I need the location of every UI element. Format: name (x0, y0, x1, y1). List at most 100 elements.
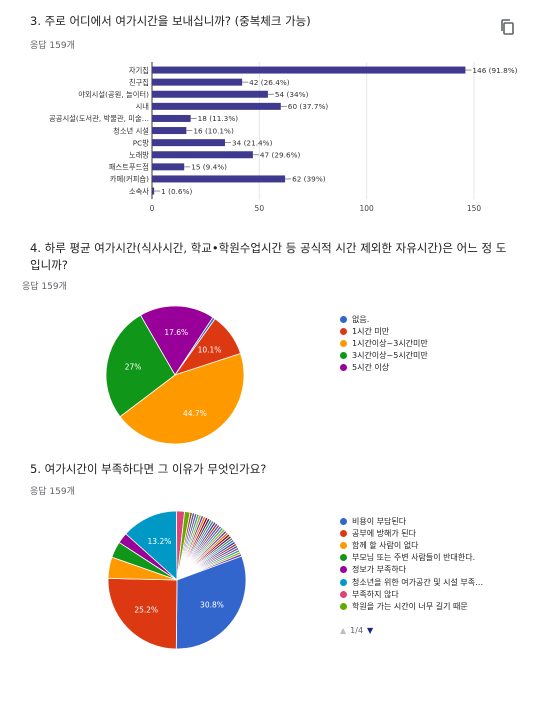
pie-slice (139, 305, 214, 376)
q4-legend: 없음. 1시간 미만 1시간이상~3시간미만 3시간이상~5시간미만 5시간 이상 (340, 313, 428, 374)
q4-pie-group (105, 305, 245, 445)
legend-item: 1시간 미만 (340, 325, 428, 337)
category-label: 소속사 (129, 187, 149, 196)
q4-title: 4. 하루 평균 여가시간(식사시간, 학교•학원수업시간 등 공식적 시간 제… (30, 241, 507, 272)
category-label: 공공시설(도서관, 박물관, 미술… (49, 114, 149, 123)
q4-pie-chart: 17.6% 10.1% 44.7% 27% (105, 305, 245, 445)
x-tick-label: 50 (255, 204, 265, 213)
slice-label: 13.2% (148, 537, 172, 546)
q3-title: 3. 주로 어디에서 여가시간을 보내십니까? (중복체크 가능) (30, 14, 311, 28)
legend-item: 부모님 또는 주변 사람들이 반대한다. (340, 552, 483, 564)
bar (152, 127, 187, 135)
bar (152, 66, 466, 74)
legend-swatch (340, 566, 347, 574)
legend-item: 함께 할 사람이 없다 (340, 539, 483, 551)
category-label: 카페(커피숍) (110, 175, 149, 184)
legend-label: 부모님 또는 주변 사람들이 반대한다. (352, 553, 476, 563)
pie-slice (125, 510, 178, 581)
pie-slice (119, 353, 245, 445)
bar-value-label: 18 (11.3%) (198, 114, 239, 123)
category-label: 청소년 시설 (113, 126, 149, 135)
legend-label: 함께 할 사람이 없다 (352, 540, 419, 550)
legend-item: 3시간이상~5시간미만 (340, 350, 428, 362)
legend-label: 공부에 방해가 된다 (352, 528, 416, 538)
category-label: 패스트푸드점 (109, 163, 149, 172)
legend-swatch (340, 517, 347, 525)
legend-label: 비용이 부담된다 (352, 516, 407, 526)
slice-label: 17.6% (164, 328, 188, 337)
legend-swatch (340, 590, 347, 598)
pager-down-icon[interactable]: ▼ (367, 626, 374, 635)
q5-title: 5. 여가시간이 부족하다면 그 이유가 무엇인가요? (30, 462, 267, 476)
category-label: PC방 (133, 138, 149, 147)
pie-slice (175, 555, 247, 650)
copy-icon[interactable] (500, 19, 514, 35)
slice-label: 10.1% (198, 346, 222, 355)
pie-slice (105, 314, 176, 418)
legend-label: 3시간이상~5시간미만 (352, 351, 428, 361)
bar (152, 187, 155, 195)
legend-item: 부족하지 않다 (340, 588, 483, 600)
slice-label: 27% (125, 363, 142, 372)
bar (152, 151, 253, 159)
legend-swatch (340, 554, 347, 562)
bar (152, 139, 225, 147)
legend-label: 1시간 미만 (352, 326, 390, 336)
legend-pager: ▲ 1/4 ▼ (340, 626, 373, 635)
legend-swatch (340, 364, 347, 372)
legend-label: 없음. (352, 314, 370, 324)
x-tick-label: 100 (360, 204, 375, 213)
category-label: 시내 (136, 102, 149, 111)
bar-value-label: 60 (37.7%) (288, 102, 329, 111)
bar-value-label: 62 (39%) (292, 175, 326, 184)
q4-response-count: 응답 159개 (22, 282, 67, 292)
legend-swatch (340, 339, 347, 347)
pie-slice (118, 533, 178, 581)
bar (152, 102, 281, 110)
bar (152, 114, 191, 122)
bar-value-label: 15 (9.4%) (191, 163, 227, 172)
legend-swatch (340, 578, 347, 586)
q5-pie-chart: 13.2% 30.8% 25.2% (107, 510, 247, 650)
bar-value-label: 42 (26.4%) (249, 78, 290, 87)
q5-pie-group (107, 510, 247, 650)
pager-up-icon[interactable]: ▲ (340, 626, 347, 635)
q3-bar-chart: 0 50 100 150 자기집 146 (91.8%) 친구집 42 (26.4%) 야외시설… (49, 62, 518, 213)
category-label: 야외시설(공원, 놀이터) (78, 90, 149, 99)
q5-response-count: 응답 159개 (30, 487, 75, 497)
legend-label: 부족하지 않다 (352, 589, 399, 599)
slice-label: 44.7% (183, 409, 207, 418)
bar-value-label: 47 (29.6%) (260, 150, 301, 159)
category-label: 노래방 (129, 150, 149, 159)
bar-value-label: 54 (34%) (275, 90, 309, 99)
legend-item: 5시간 이상 (340, 362, 428, 374)
x-tick-label: 150 (467, 204, 482, 213)
bar-value-label: 146 (91.8%) (472, 66, 517, 75)
legend-swatch (340, 529, 347, 537)
category-label: 자기집 (129, 66, 149, 75)
legend-swatch (340, 315, 347, 323)
legend-item: 없음. (340, 313, 428, 325)
bar-value-label: 16 (10.1%) (193, 126, 234, 135)
x-tick-label: 0 (150, 204, 155, 213)
slice-label: 30.8% (200, 601, 224, 610)
legend-item: 비용이 부담된다 (340, 515, 483, 527)
bar (152, 78, 243, 86)
legend-swatch (340, 352, 347, 360)
legend-swatch (340, 327, 347, 335)
legend-label: 청소년을 위한 여가공간 및 시설 부족… (352, 577, 484, 587)
legend-item: 학원을 가는 시간이 너무 길기 때문 (340, 600, 483, 612)
q3-response-count: 응답 159개 (30, 41, 75, 51)
bar (152, 90, 268, 98)
bar-value-label: 1 (0.6%) (161, 187, 192, 196)
bar (152, 163, 185, 171)
legend-item: 공부에 방해가 된다 (340, 527, 483, 539)
legend-label: 5시간 이상 (352, 363, 390, 373)
pie-slice (107, 578, 178, 650)
pager-label: 1/4 (350, 626, 364, 635)
slice-label: 25.2% (134, 606, 158, 615)
legend-item: 정보가 부족하다 (340, 564, 483, 576)
legend-label: 학원을 가는 시간이 너무 길기 때문 (352, 601, 468, 611)
legend-swatch (340, 602, 347, 610)
